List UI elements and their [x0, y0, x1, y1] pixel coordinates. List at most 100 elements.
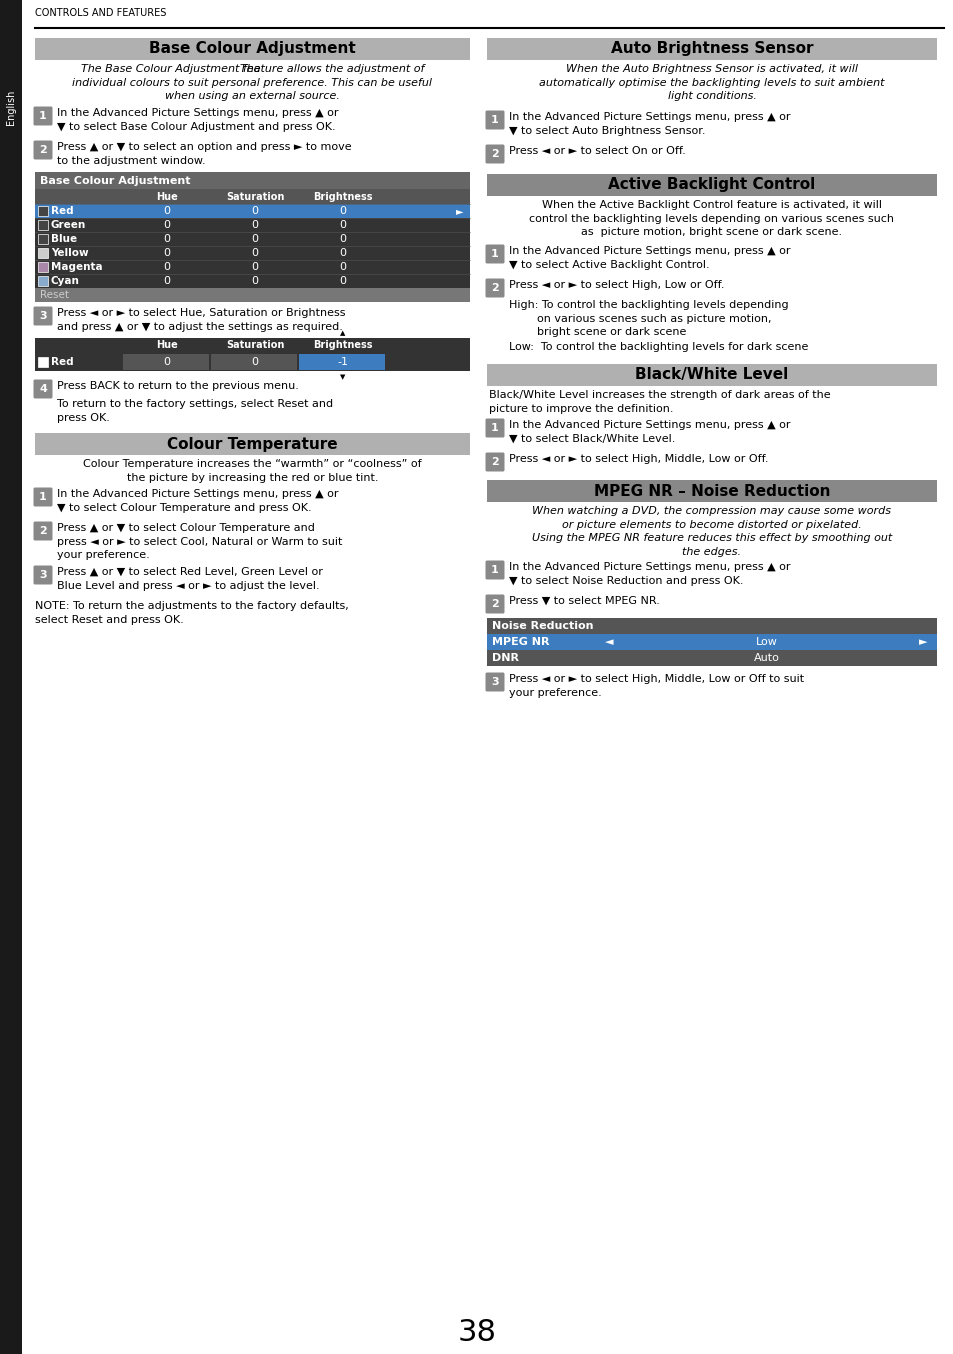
- Text: 0: 0: [252, 357, 258, 367]
- Text: 0: 0: [163, 276, 171, 286]
- Text: Blue: Blue: [51, 234, 77, 244]
- Text: In the Advanced Picture Settings menu, press ▲ or
▼ to select Active Backlight C: In the Advanced Picture Settings menu, p…: [509, 246, 790, 269]
- Bar: [35, 218, 470, 232]
- FancyBboxPatch shape: [485, 245, 504, 264]
- Bar: [35, 338, 470, 353]
- Text: 0: 0: [339, 276, 346, 286]
- Bar: [35, 433, 470, 455]
- Text: Press BACK to return to the previous menu.: Press BACK to return to the previous men…: [57, 380, 298, 391]
- Bar: [486, 650, 936, 666]
- Bar: [486, 175, 936, 196]
- Text: CONTROLS AND FEATURES: CONTROLS AND FEATURES: [35, 8, 166, 18]
- FancyBboxPatch shape: [485, 452, 504, 471]
- Text: 3: 3: [39, 570, 47, 580]
- Text: Auto Brightness Sensor: Auto Brightness Sensor: [610, 42, 812, 57]
- Bar: [35, 204, 470, 218]
- Text: MPEG NR – Noise Reduction: MPEG NR – Noise Reduction: [593, 483, 829, 498]
- Text: 0: 0: [339, 248, 346, 259]
- FancyBboxPatch shape: [485, 145, 504, 164]
- Text: Brightness: Brightness: [313, 191, 373, 202]
- Text: Press ▲ or ▼ to select Red Level, Green Level or
Blue Level and press ◄ or ► to : Press ▲ or ▼ to select Red Level, Green …: [57, 567, 322, 590]
- Text: 1: 1: [491, 565, 498, 575]
- Bar: [486, 364, 936, 386]
- Text: Black/White Level: Black/White Level: [635, 367, 788, 382]
- FancyBboxPatch shape: [33, 107, 52, 126]
- Text: Red: Red: [51, 357, 73, 367]
- Text: 2: 2: [491, 283, 498, 292]
- Text: 2: 2: [39, 145, 47, 154]
- Text: When watching a DVD, the compression may cause some words
or picture elements to: When watching a DVD, the compression may…: [532, 506, 891, 556]
- Text: Hue: Hue: [156, 340, 177, 351]
- Text: ►: ►: [456, 206, 463, 217]
- Bar: [211, 353, 296, 370]
- Text: 38: 38: [457, 1317, 496, 1347]
- Text: When the Auto Brightness Sensor is activated, it will
automatically optimise the: When the Auto Brightness Sensor is activ…: [538, 64, 883, 102]
- Text: To return to the factory settings, select Reset and
press OK.: To return to the factory settings, selec…: [57, 399, 333, 422]
- Text: Hue: Hue: [156, 191, 177, 202]
- Text: Red: Red: [51, 206, 73, 217]
- Bar: [298, 353, 385, 370]
- Bar: [35, 232, 470, 246]
- Text: 0: 0: [339, 263, 346, 272]
- Text: 0: 0: [163, 263, 171, 272]
- Text: Saturation: Saturation: [226, 340, 284, 351]
- Text: High: To control the backlighting levels depending
        on various scenes suc: High: To control the backlighting levels…: [509, 301, 788, 337]
- Text: Press ◄ or ► to select High, Middle, Low or Off.: Press ◄ or ► to select High, Middle, Low…: [509, 454, 768, 464]
- Text: The Base Colour Adjustment feature allows the adjustment of
individual colours t: The Base Colour Adjustment feature allow…: [72, 64, 432, 102]
- Text: Saturation: Saturation: [226, 191, 284, 202]
- Text: 0: 0: [252, 206, 258, 217]
- Text: Reset: Reset: [40, 290, 69, 301]
- FancyBboxPatch shape: [485, 561, 504, 580]
- Text: 0: 0: [339, 219, 346, 230]
- FancyBboxPatch shape: [485, 111, 504, 130]
- Text: 0: 0: [252, 263, 258, 272]
- Text: Press ◄ or ► to select On or Off.: Press ◄ or ► to select On or Off.: [509, 146, 685, 156]
- Text: Press ▲ or ▼ to select Colour Temperature and
press ◄ or ► to select Cool, Natur: Press ▲ or ▼ to select Colour Temperatur…: [57, 523, 342, 561]
- Text: Press ◄ or ► to select High, Low or Off.: Press ◄ or ► to select High, Low or Off.: [509, 280, 723, 290]
- Text: Noise Reduction: Noise Reduction: [492, 621, 593, 631]
- Text: Green: Green: [51, 219, 86, 230]
- FancyBboxPatch shape: [33, 566, 52, 585]
- Bar: [38, 234, 48, 244]
- Text: Colour Temperature increases the “warmth” or “coolness” of
the picture by increa: Colour Temperature increases the “warmth…: [83, 459, 421, 482]
- Text: 1: 1: [491, 249, 498, 259]
- Text: MPEG NR: MPEG NR: [492, 636, 549, 647]
- FancyBboxPatch shape: [33, 487, 52, 506]
- Text: Press ▲ or ▼ to select an option and press ► to move
to the adjustment window.: Press ▲ or ▼ to select an option and pre…: [57, 142, 352, 165]
- Text: -1: -1: [337, 357, 348, 367]
- Bar: [35, 288, 470, 302]
- Bar: [38, 357, 48, 367]
- FancyBboxPatch shape: [33, 379, 52, 398]
- Text: 4: 4: [39, 385, 47, 394]
- Text: Cyan: Cyan: [51, 276, 80, 286]
- Text: DNR: DNR: [492, 653, 518, 663]
- FancyBboxPatch shape: [485, 594, 504, 613]
- Text: 0: 0: [163, 248, 171, 259]
- Bar: [38, 206, 48, 217]
- Text: 0: 0: [252, 234, 258, 244]
- Bar: [35, 38, 470, 60]
- FancyBboxPatch shape: [485, 673, 504, 692]
- Text: 2: 2: [39, 525, 47, 536]
- Text: Black/White Level increases the strength of dark areas of the
picture to improve: Black/White Level increases the strength…: [489, 390, 830, 413]
- Text: Colour Temperature: Colour Temperature: [167, 436, 337, 451]
- FancyBboxPatch shape: [485, 279, 504, 298]
- Bar: [35, 246, 470, 260]
- Bar: [35, 172, 470, 190]
- Text: Yellow: Yellow: [51, 248, 89, 259]
- Text: ▲: ▲: [340, 330, 345, 336]
- Text: In the Advanced Picture Settings menu, press ▲ or
▼ to select Colour Temperature: In the Advanced Picture Settings menu, p…: [57, 489, 338, 513]
- Bar: [123, 353, 209, 370]
- Text: In the Advanced Picture Settings menu, press ▲ or
▼ to select Black/White Level.: In the Advanced Picture Settings menu, p…: [509, 420, 790, 444]
- Bar: [38, 276, 48, 286]
- Text: ►: ►: [918, 636, 926, 647]
- Text: 3: 3: [39, 311, 47, 321]
- FancyBboxPatch shape: [33, 306, 52, 325]
- Text: 0: 0: [252, 219, 258, 230]
- Text: The: The: [240, 64, 264, 74]
- Text: 1: 1: [491, 422, 498, 433]
- Text: 0: 0: [339, 234, 346, 244]
- Text: 0: 0: [163, 206, 171, 217]
- Bar: [35, 274, 470, 288]
- Text: 2: 2: [491, 598, 498, 609]
